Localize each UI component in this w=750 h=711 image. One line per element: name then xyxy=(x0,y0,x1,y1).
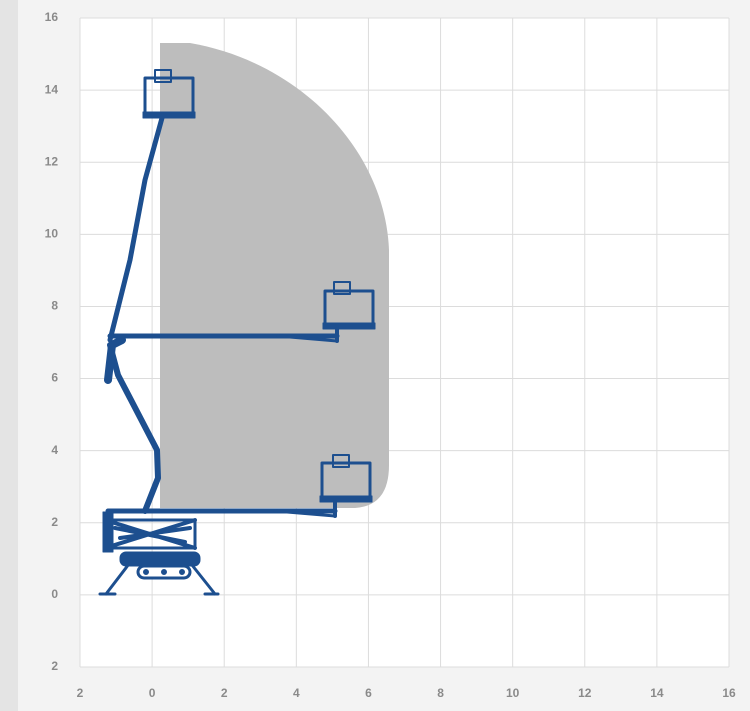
y-tick-label: 0 xyxy=(51,587,58,601)
x-tick-label: 6 xyxy=(365,686,372,700)
y-tick-label: 4 xyxy=(51,443,58,457)
side-strip xyxy=(0,0,18,711)
y-tick-label: 2 xyxy=(51,515,58,529)
boom-lift-illustration xyxy=(98,69,376,596)
x-tick-label: 0 xyxy=(149,686,156,700)
x-tick-label: 2 xyxy=(221,686,228,700)
y-tick-label: 14 xyxy=(45,82,59,96)
y-tick-label: 16 xyxy=(45,10,59,24)
y-tick-label: 6 xyxy=(51,371,58,385)
x-tick-label: 10 xyxy=(506,686,520,700)
x-tick-label: 8 xyxy=(437,686,444,700)
x-tick-label: 4 xyxy=(293,686,300,700)
working-envelope xyxy=(160,43,389,508)
x-tick-label: 2 xyxy=(77,686,84,700)
y-tick-label: 10 xyxy=(45,227,59,241)
x-tick-label: 12 xyxy=(578,686,592,700)
y-tick-label: 8 xyxy=(51,299,58,313)
x-tick-label: 14 xyxy=(650,686,664,700)
y-tick-label: 2 xyxy=(51,659,58,673)
y-tick-label: 12 xyxy=(45,154,59,168)
x-tick-label: 16 xyxy=(722,686,736,700)
